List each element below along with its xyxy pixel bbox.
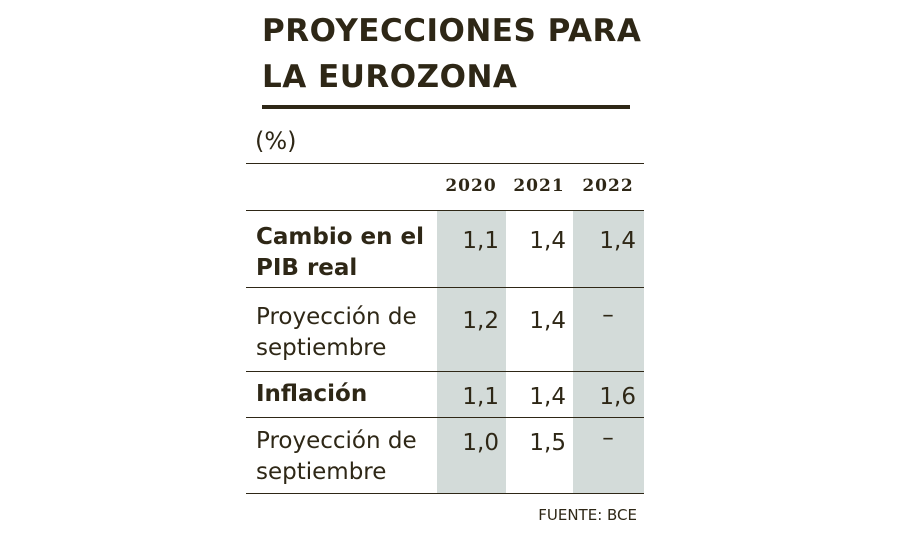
row-label-inflacion: Inflación <box>256 381 368 407</box>
cell-proyeccion-inflacion-2021: 1,5 <box>529 430 566 456</box>
chart-title: PROYECCIONES PARA LA EUROZONA <box>262 13 642 95</box>
cell-proyeccion-pib-2020: 1,2 <box>462 308 499 334</box>
row-label-proyeccion-inflacion: Proyección de septiembre <box>256 428 417 485</box>
unit-label: (%) <box>255 127 297 155</box>
column-header-2020: 2020 <box>445 176 497 196</box>
cell-cambio-pib-2020: 1,1 <box>462 228 499 254</box>
shade-column-2022 <box>573 211 644 493</box>
cell-proyeccion-pib-2021: 1,4 <box>529 308 566 334</box>
cell-proyeccion-inflacion-2020: 1,0 <box>462 430 499 456</box>
shade-column-2020 <box>437 211 506 493</box>
row-separator-3 <box>246 417 644 418</box>
cell-inflacion-2020: 1,1 <box>462 384 499 410</box>
title-underline <box>262 105 630 109</box>
table-bottom-rule <box>246 493 644 494</box>
row-separator-1 <box>246 287 644 288</box>
header-bottom-rule <box>246 210 644 211</box>
cell-cambio-pib-2021: 1,4 <box>529 228 566 254</box>
cell-proyeccion-inflacion-2022: – <box>602 425 614 451</box>
cell-cambio-pib-2022: 1,4 <box>599 228 636 254</box>
cell-inflacion-2021: 1,4 <box>529 384 566 410</box>
column-header-2021: 2021 <box>513 176 565 196</box>
row-label-proyeccion-pib: Proyección de septiembre <box>256 304 417 361</box>
table-top-rule <box>246 163 644 164</box>
row-label-cambio-pib: Cambio en el PIB real <box>256 224 424 281</box>
column-header-2022: 2022 <box>582 176 634 196</box>
source-note: FUENTE: BCE <box>538 506 637 524</box>
row-separator-2 <box>246 371 644 372</box>
cell-proyeccion-pib-2022: – <box>602 302 614 328</box>
cell-inflacion-2022: 1,6 <box>599 384 636 410</box>
